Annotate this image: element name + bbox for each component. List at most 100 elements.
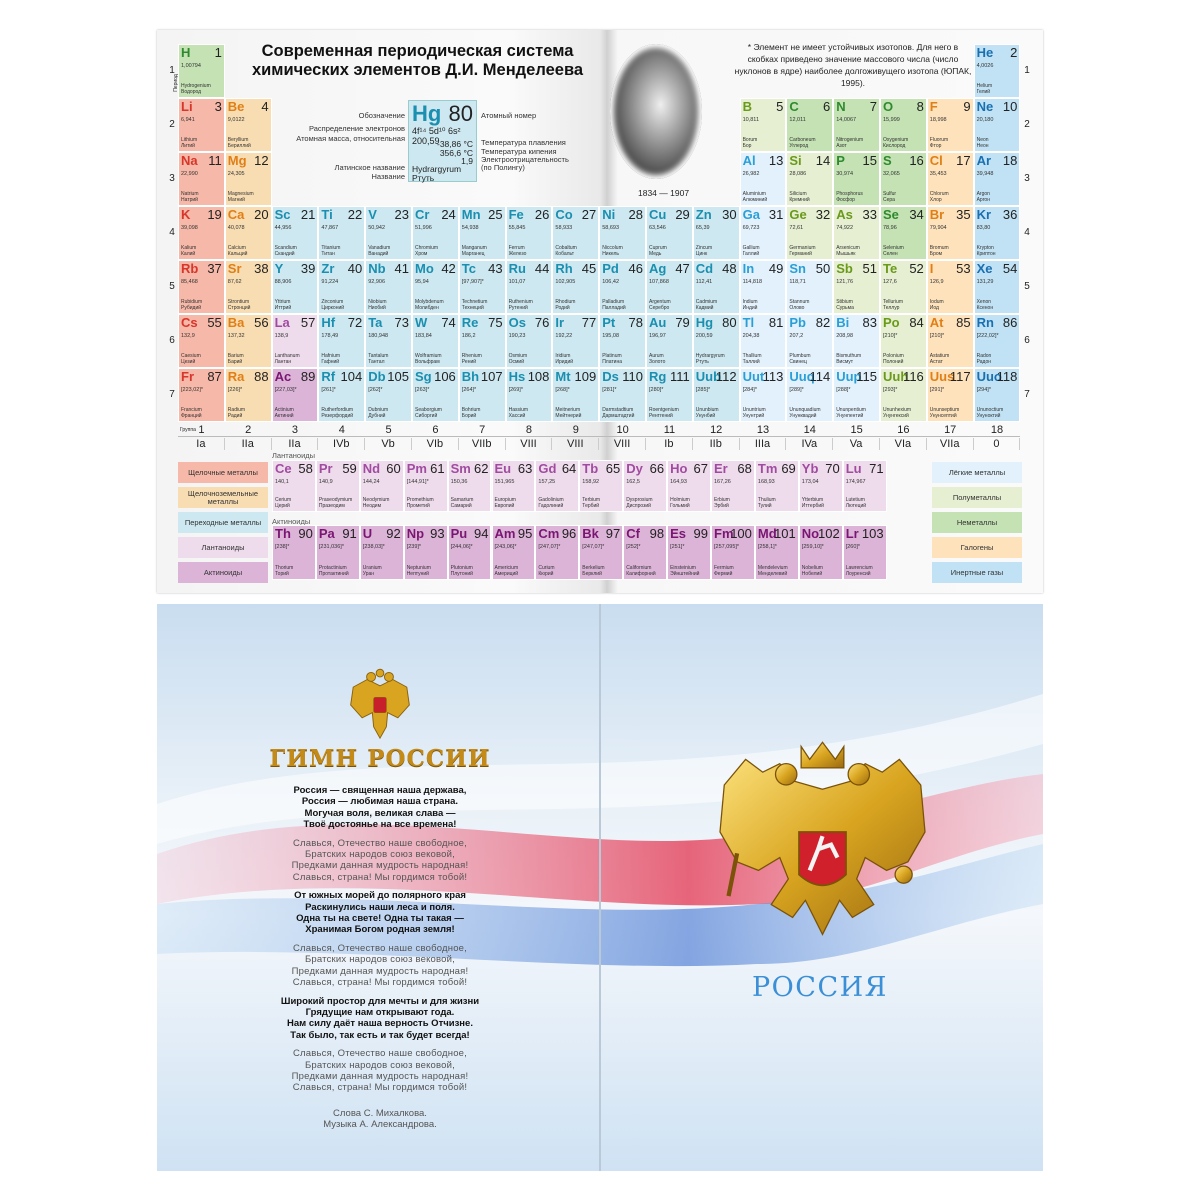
element-cell[interactable]: Mt 109 [268]* Meitnerium Мейтнерий xyxy=(552,368,600,422)
element-cell[interactable]: Db 105 [262]* Dubnium Дубний xyxy=(365,368,412,422)
element-cell[interactable]: Pu 94 [244,06]* Plutonium Плутоний xyxy=(447,525,492,580)
element-cell[interactable]: Tm 69 168,93 Thulium Тулий xyxy=(754,460,799,512)
element-cell[interactable]: Hg 80 200,59 Hydrargyrum Ртуть xyxy=(692,314,740,368)
element-cell[interactable]: Tb 65 158,92 Terbium Тербий xyxy=(579,460,624,512)
element-cell[interactable]: Kr 36 83,80 Krypton Криптон xyxy=(973,206,1021,260)
element-cell[interactable]: Pa 91 [231,036]* Protactinium Протактиний xyxy=(315,525,360,580)
element-cell[interactable]: Lu 71 174,967 Lutetium Лютеций xyxy=(842,460,887,512)
element-cell[interactable]: Ge 32 72,61 Germanium Германий xyxy=(786,206,834,260)
element-cell[interactable]: He 2 4,0026 Helium Гелий xyxy=(973,44,1021,98)
element-cell[interactable]: Fe 26 55,845 Ferrum Железо xyxy=(505,206,553,260)
element-cell[interactable]: Er 68 167,26 Erbium Эрбий xyxy=(711,460,755,512)
element-cell[interactable]: Na 11 22,990 Natrium Натрий xyxy=(178,152,225,206)
element-cell[interactable]: Uuh 116 [293]* Ununhexium Унунгексий xyxy=(880,368,927,422)
element-cell[interactable]: Pd 46 106,42 Palladium Палладий xyxy=(599,260,646,314)
element-cell[interactable]: Y 39 88,906 Yttrium Иттрий xyxy=(271,260,319,314)
element-cell[interactable]: Ni 28 58,693 Niccolum Никель xyxy=(599,206,646,260)
element-cell[interactable]: Np 93 [239]* Neptunium Нептуний xyxy=(403,525,448,580)
element-cell[interactable]: Zr 40 91,224 Zirconium Цирконий xyxy=(318,260,366,314)
element-cell[interactable]: Al 13 26,982 Aluminium Алюминий xyxy=(739,152,787,206)
element-cell[interactable]: Se 34 78,96 Selenium Селен xyxy=(880,206,927,260)
element-cell[interactable]: Dy 66 162,5 Dysprosium Диспрозий xyxy=(623,460,668,512)
element-cell[interactable]: Mn 25 54,938 Manganum Марганец xyxy=(458,206,506,260)
element-cell[interactable]: Tl 81 204,38 Thallium Таллий xyxy=(739,314,787,368)
element-cell[interactable]: Re 75 186,2 Rhenium Рений xyxy=(458,314,506,368)
element-cell[interactable]: B 5 10,811 Borum Бор xyxy=(739,98,787,152)
element-cell[interactable]: Uuo 118 [294]* Ununoctium Унуноктий xyxy=(973,368,1021,422)
element-cell[interactable]: Ru 44 101,07 Ruthenium Рутений xyxy=(505,260,553,314)
element-cell[interactable]: Co 27 58,933 Cobaltum Кобальт xyxy=(552,206,600,260)
element-cell[interactable]: Te 52 127,6 Tellurium Теллур xyxy=(880,260,927,314)
element-cell[interactable]: Rh 45 102,905 Rhodium Родий xyxy=(552,260,600,314)
element-cell[interactable]: Bk 97 [247,07]* Berkelium Берклий xyxy=(579,525,624,580)
element-cell[interactable]: Am 95 [243,06]* Americium Америций xyxy=(491,525,536,580)
element-cell[interactable]: N 7 14,0067 Nitrogenium Азот xyxy=(833,98,880,152)
element-cell[interactable]: Ag 47 107,868 Argentum Серебро xyxy=(646,260,693,314)
element-cell[interactable]: Ce 58 140,1 Cerium Церий xyxy=(272,460,316,512)
element-cell[interactable]: Fm 100 [257,095]* Fermium Фермий xyxy=(711,525,755,580)
element-cell[interactable]: Uub 112 [285]* Ununbium Унунбий xyxy=(692,368,740,422)
element-cell[interactable]: In 49 114,818 Indium Индий xyxy=(739,260,787,314)
element-cell[interactable]: Cm 96 [247,07]* Curium Кюрий xyxy=(535,525,580,580)
element-cell[interactable]: Sn 50 118,71 Stannum Олово xyxy=(786,260,834,314)
element-cell[interactable]: Cs 55 132,9 Caesium Цезий xyxy=(178,314,225,368)
element-cell[interactable]: Md 101 [258,1]* Mendelevium Менделевий xyxy=(754,525,799,580)
element-cell[interactable]: As 33 74,922 Arsenicum Мышьяк xyxy=(833,206,880,260)
element-cell[interactable]: Cu 29 63,546 Cuprum Медь xyxy=(646,206,693,260)
element-cell[interactable]: La 57 138,9 Lanthanum Лантан xyxy=(271,314,319,368)
element-cell[interactable]: V 23 50,942 Vanadium Ванадий xyxy=(365,206,412,260)
element-cell[interactable]: Gd 64 157,25 Gadolinium Гадолиний xyxy=(535,460,580,512)
element-cell[interactable]: Pb 82 207,2 Plumbum Свинец xyxy=(786,314,834,368)
element-cell[interactable]: At 85 [210]* Astatium Астат xyxy=(926,314,974,368)
element-cell[interactable]: Hf 72 178,49 Hafnium Гафний xyxy=(318,314,366,368)
element-cell[interactable]: U 92 [238,03]* Uranium Уран xyxy=(359,525,404,580)
element-cell[interactable]: Fr 87 [223,02]* Francium Франций xyxy=(178,368,225,422)
element-cell[interactable]: Po 84 [210]* Polonium Полоний xyxy=(880,314,927,368)
element-cell[interactable]: Ca 20 40,078 Calcium Кальций xyxy=(224,206,272,260)
element-cell[interactable]: Hs 108 [269]* Hassium Хассий xyxy=(505,368,553,422)
element-cell[interactable]: Rf 104 [261]* Rutherfordium Резерфордий xyxy=(318,368,366,422)
element-cell[interactable]: O 8 15,999 Oxygenium Кислород xyxy=(880,98,927,152)
element-cell[interactable]: Si 14 28,086 Silicium Кремний xyxy=(786,152,834,206)
element-cell[interactable]: Sr 38 87,62 Strontium Стронций xyxy=(224,260,272,314)
element-cell[interactable]: Pr 59 140,9 Praseodymium Празеодим xyxy=(315,460,360,512)
element-cell[interactable]: F 9 18,998 Fluorum Фтор xyxy=(926,98,974,152)
element-cell[interactable]: Au 79 196,97 Aurum Золото xyxy=(646,314,693,368)
element-cell[interactable]: Ho 67 164,93 Holmium Гольмий xyxy=(667,460,711,512)
element-cell[interactable]: Cl 17 35,453 Chlorum Хлор xyxy=(926,152,974,206)
element-cell[interactable]: Ne 10 20,180 Neon Неон xyxy=(973,98,1021,152)
element-cell[interactable]: S 16 32,065 Sulfur Сера xyxy=(880,152,927,206)
element-cell[interactable]: Be 4 9,0122 Beryllium Бериллий xyxy=(224,98,272,152)
element-cell[interactable]: Ta 73 180,948 Tantalum Тантал xyxy=(365,314,412,368)
element-cell[interactable]: C 6 12,011 Carboneum Углерод xyxy=(786,98,834,152)
element-cell[interactable]: Es 99 [251]* Einsteinium Эйнштейний xyxy=(667,525,711,580)
element-cell[interactable]: Mo 42 95,94 Molybdenum Молибден xyxy=(412,260,459,314)
element-cell[interactable]: Eu 63 151,965 Europium Европий xyxy=(491,460,536,512)
element-cell[interactable]: Rn 86 [222,02]* Radon Радон xyxy=(973,314,1021,368)
element-cell[interactable]: I 53 126,9 Iodum Иод xyxy=(926,260,974,314)
element-cell[interactable]: Bi 83 208,98 Bismuthum Висмут xyxy=(833,314,880,368)
element-cell[interactable]: Uuq 114 [289]* Ununquadium Унунквадий xyxy=(786,368,834,422)
element-cell[interactable]: Xe 54 131,29 Xenon Ксенон xyxy=(973,260,1021,314)
element-cell[interactable]: Ra 88 [226]* Radium Радий xyxy=(224,368,272,422)
element-cell[interactable]: Ar 18 39,948 Argon Аргон xyxy=(973,152,1021,206)
element-cell[interactable]: Uup 115 [288]* Ununpentium Унунпентий xyxy=(833,368,880,422)
element-cell[interactable]: Nd 60 144,24 Neodymium Неодим xyxy=(359,460,404,512)
element-cell[interactable]: Sm 62 150,36 Samarium Самарий xyxy=(447,460,492,512)
element-cell[interactable]: Zn 30 65,39 Zincum Цинк xyxy=(692,206,740,260)
element-cell[interactable]: W 74 183,84 Wolframium Вольфрам xyxy=(412,314,459,368)
element-cell[interactable]: Bh 107 [264]* Bohrium Борий xyxy=(458,368,506,422)
element-cell[interactable]: Mg 12 24,305 Magnesium Магний xyxy=(224,152,272,206)
element-cell[interactable]: Ti 22 47,867 Titanium Титан xyxy=(318,206,366,260)
element-cell[interactable]: Ga 31 69,723 Gallium Галлий xyxy=(739,206,787,260)
element-cell[interactable]: Li 3 6,941 Lithium Литий xyxy=(178,98,225,152)
element-cell[interactable]: Sc 21 44,956 Scandium Скандий xyxy=(271,206,319,260)
element-cell[interactable]: Sg 106 [263]* Seaborgium Сиборгий xyxy=(412,368,459,422)
element-cell[interactable]: Uus 117 [291]* Ununseptium Унунсептий xyxy=(926,368,974,422)
element-cell[interactable]: Yb 70 173,04 Ytterbium Иттербий xyxy=(798,460,843,512)
element-cell[interactable]: Nb 41 92,906 Niobium Ниобий xyxy=(365,260,412,314)
element-cell[interactable]: Ds 110 [281]* Darmstadtium Дармштадтий xyxy=(599,368,646,422)
element-cell[interactable]: H 1 1,00794 Hydrogenium Водород xyxy=(178,44,225,98)
element-cell[interactable]: Rb 37 85,468 Rubidium Рубидий xyxy=(178,260,225,314)
element-cell[interactable]: Uut 113 [284]* Ununtrium Унунтрий xyxy=(739,368,787,422)
